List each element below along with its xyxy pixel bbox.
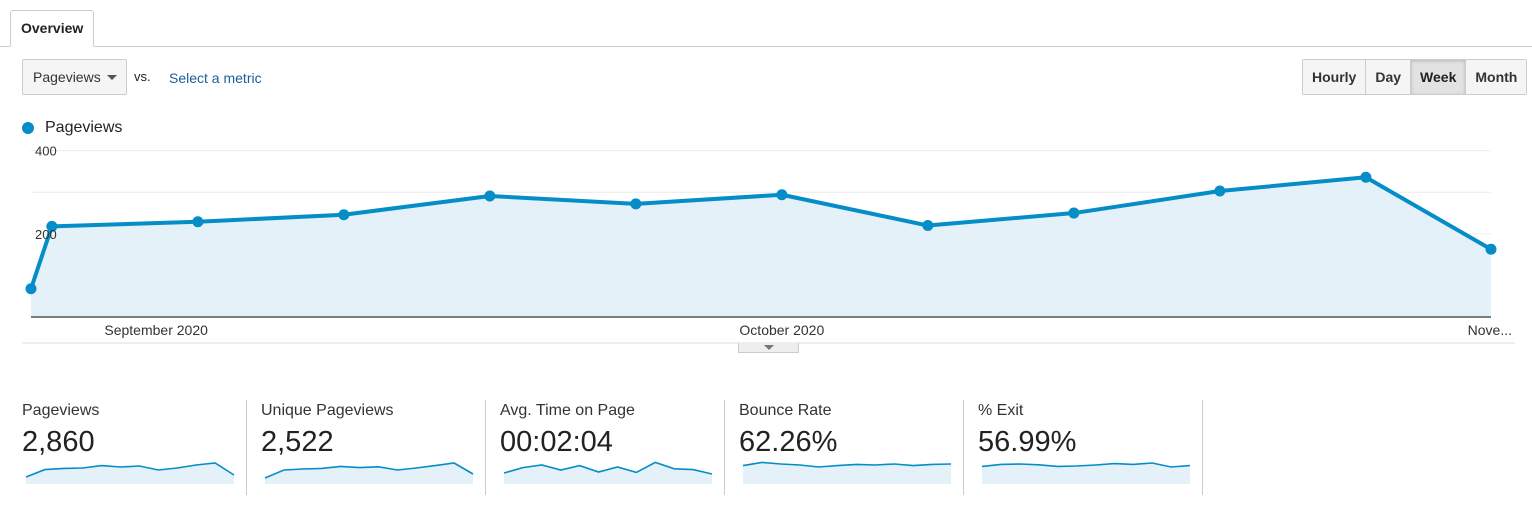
data-point (192, 216, 204, 228)
day-button[interactable]: Day (1366, 60, 1412, 94)
scorecard-title: Unique Pageviews (261, 402, 394, 419)
sparkline (264, 462, 474, 484)
data-point (25, 283, 37, 295)
series-dot-icon (22, 122, 34, 134)
sparkline-line (981, 462, 1191, 468)
scorecard-bounce-rate[interactable]: Bounce Rate 62.26% (739, 400, 964, 495)
tab-overview[interactable]: Overview (10, 10, 95, 47)
sparkline-area (265, 463, 473, 484)
chart-collapse-handle[interactable] (738, 343, 799, 353)
data-point (776, 189, 788, 201)
scorecard-value: 62.26% (739, 426, 838, 458)
metric-dropdown-value: Pageviews (33, 69, 101, 85)
sparkline (25, 462, 235, 484)
divider (1202, 400, 1203, 495)
select-metric-link[interactable]: Select a metric (169, 70, 262, 86)
data-point (922, 220, 934, 232)
scorecard-value: 56.99% (978, 426, 1077, 458)
sparkline (742, 461, 952, 484)
scorecard-title: Bounce Rate (739, 402, 832, 419)
data-point (46, 220, 58, 232)
metric-dropdown[interactable]: Pageviews (22, 59, 127, 95)
sparkline-line (25, 462, 235, 478)
sparkline (981, 462, 1191, 484)
scorecard-value: 2,860 (22, 426, 95, 458)
y-tick-label: 400 (35, 144, 57, 159)
month-button[interactable]: Month (1466, 60, 1527, 94)
period-toggle-group: Hourly Day Week Month (1302, 59, 1528, 95)
data-point (338, 209, 350, 221)
sparkline-line (264, 462, 474, 479)
scorecard-value: 00:02:04 (500, 426, 613, 458)
divider (724, 400, 725, 495)
pageviews-chart: 200 400 September 2020 October 2020 Nove... (22, 144, 1515, 344)
series-area (31, 177, 1491, 317)
sparkline-area (982, 463, 1190, 484)
scorecard-value: 2,522 (261, 426, 334, 458)
data-point (1068, 207, 1080, 219)
y-tick-label: 200 (35, 227, 57, 242)
sparkline-line (742, 461, 952, 468)
data-point (1485, 243, 1497, 255)
scorecard-exit-rate[interactable]: % Exit 56.99% (978, 400, 1203, 495)
sparkline-area (743, 462, 951, 484)
scorecard-pageviews[interactable]: Pageviews 2,860 (22, 400, 247, 495)
sparkline-line (503, 461, 713, 475)
data-point (630, 198, 642, 210)
series-line-pageviews (29, 175, 1492, 290)
data-point (1214, 185, 1226, 197)
data-point (1360, 171, 1372, 183)
divider (246, 400, 247, 495)
sparkline (503, 461, 713, 484)
scorecard-avg-time-on-page[interactable]: Avg. Time on Page 00:02:04 (500, 400, 725, 495)
divider (485, 400, 486, 495)
chevron-down-icon (107, 75, 117, 80)
scorecard-title: Pageviews (22, 402, 100, 419)
vs-label: vs. (134, 69, 151, 84)
week-button[interactable]: Week (1411, 60, 1467, 94)
x-tick-label: September 2020 (104, 322, 208, 338)
chevron-down-icon (764, 345, 774, 350)
chart-legend: Pageviews (22, 118, 122, 138)
x-tick-label: Nove... (1468, 322, 1512, 338)
data-point (484, 190, 496, 202)
scorecard-title: % Exit (978, 402, 1024, 419)
scorecard-unique-pageviews[interactable]: Unique Pageviews 2,522 (261, 400, 486, 495)
legend-label: Pageviews (45, 119, 123, 136)
tab-bar: Overview (0, 0, 1532, 47)
divider (963, 400, 964, 495)
sparkline-area (504, 462, 712, 484)
x-tick-label: October 2020 (739, 322, 824, 338)
hourly-button[interactable]: Hourly (1303, 60, 1367, 94)
scorecard-title: Avg. Time on Page (500, 402, 635, 419)
